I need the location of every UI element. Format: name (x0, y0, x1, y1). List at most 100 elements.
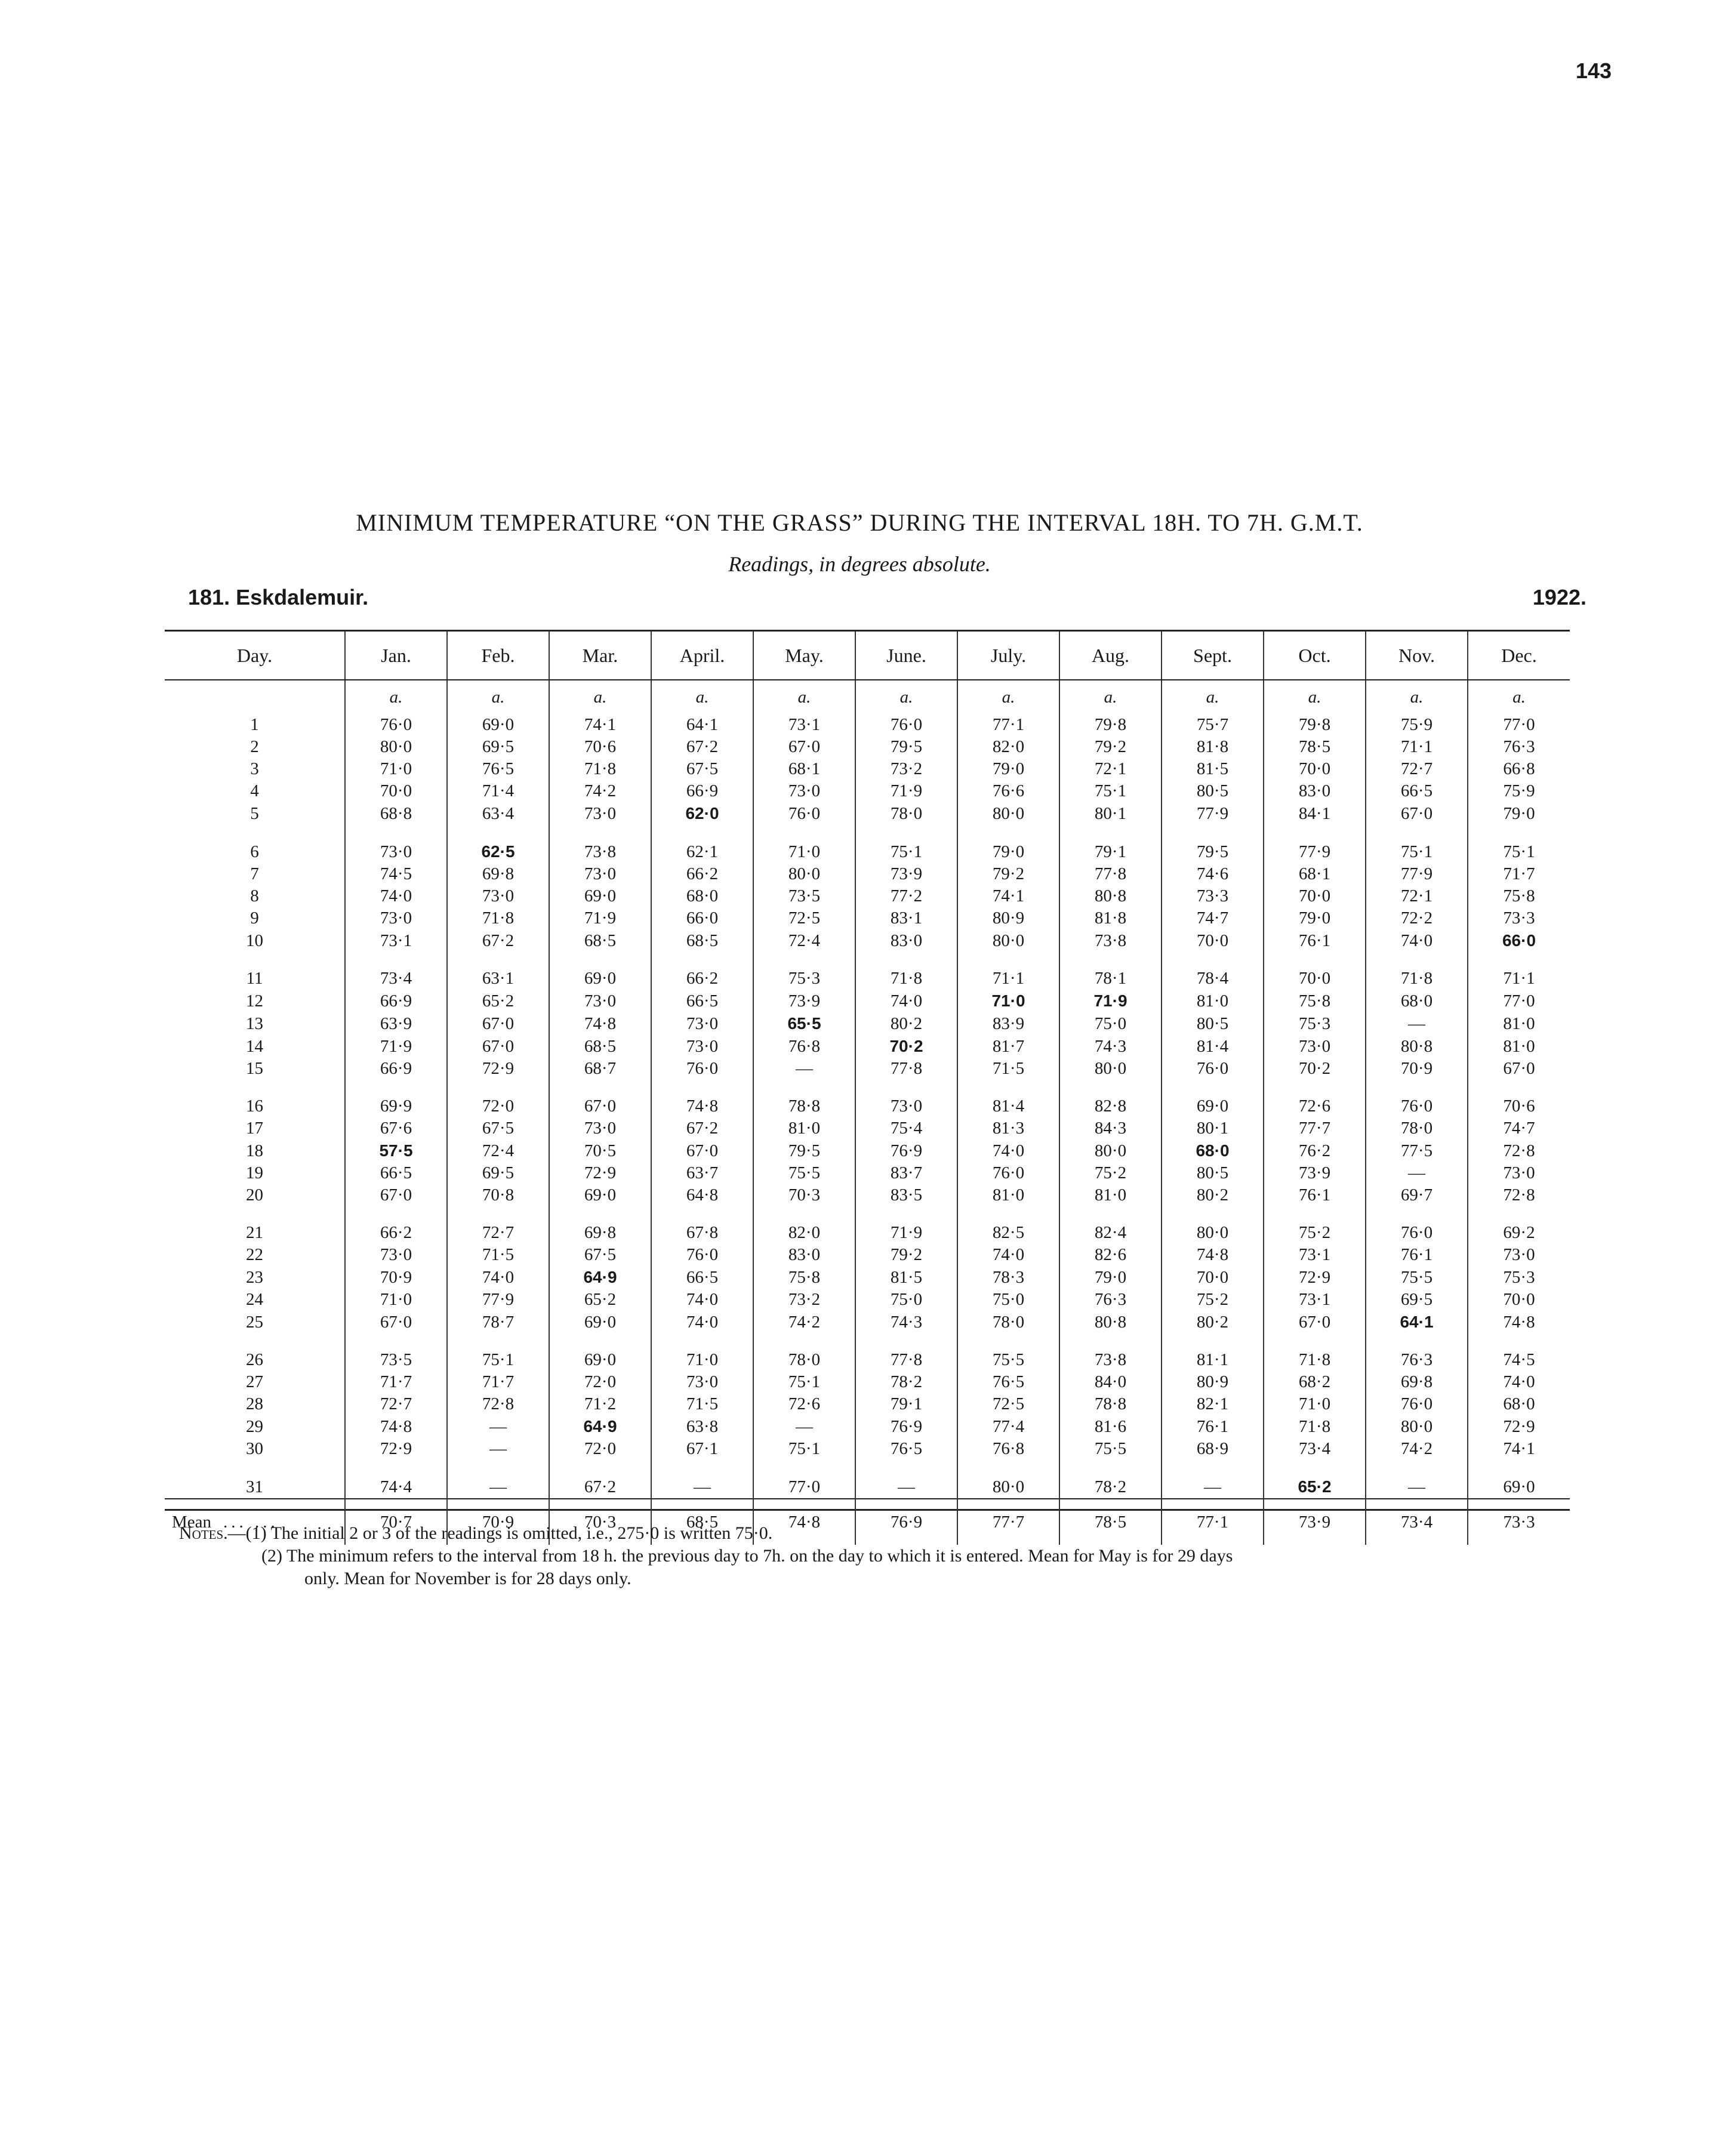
reading-cell: 74·1 (549, 714, 651, 736)
reading-cell: 70·0 (1263, 885, 1366, 907)
reading-cell: 84·1 (1263, 802, 1366, 825)
reading-cell: 66·0 (1467, 929, 1570, 952)
reading-cell: 73·3 (1161, 885, 1264, 907)
spacer-cell (957, 1206, 1059, 1222)
reading-cell: 76·8 (957, 1438, 1059, 1460)
reading-cell: 72·6 (1263, 1095, 1366, 1117)
reading-cell: 80·0 (1365, 1415, 1468, 1438)
reading-cell: 80·0 (344, 736, 447, 758)
reading-cell: 74·2 (549, 780, 651, 802)
reading-cell: 73·8 (549, 840, 651, 863)
spacer-cell (549, 1080, 651, 1095)
reading-cell: 80·9 (1161, 1371, 1264, 1393)
column-header-month: Sept. (1161, 632, 1264, 680)
reading-cell: 64·1 (651, 714, 753, 736)
table-row: 8 74·0 73·0 69·0 68·0 73·5 77·2 74·1 80·8 73·3 70·… (165, 885, 1570, 907)
reading-cell: 75·8 (1467, 885, 1570, 907)
reading-cell: 72·9 (1263, 1266, 1366, 1289)
column-header-month: April. (651, 632, 753, 680)
reading-cell: 70·0 (1263, 968, 1366, 990)
reading-cell: 75·1 (753, 1438, 855, 1460)
spacer-cell (753, 1206, 855, 1222)
reading-cell: 71·0 (957, 990, 1059, 1012)
spacer-cell (1059, 952, 1162, 968)
reading-cell: — (446, 1476, 549, 1499)
reading-cell: 73·1 (753, 714, 855, 736)
column-header-month: Dec. (1467, 632, 1570, 680)
reading-cell: 67·8 (651, 1222, 753, 1244)
table-row: 24 71·0 77·9 65·2 74·0 73·2 75·0 75·0 76·3 75·2 73… (165, 1289, 1570, 1311)
reading-cell: 80·0 (753, 863, 855, 885)
reading-cell: 68·0 (1467, 1393, 1570, 1415)
spacer-cell (1161, 1080, 1264, 1095)
group-spacer-row (165, 1460, 1570, 1476)
table-row: 14 71·9 67·0 68·5 73·0 76·8 70·2 81·7 74·3 81·4 73… (165, 1035, 1570, 1058)
spacer-cell (753, 1460, 855, 1476)
group-spacer-row (165, 825, 1570, 840)
reading-cell: 79·1 (1059, 840, 1162, 863)
reading-cell: 69·0 (1161, 1095, 1264, 1117)
reading-cell: 75·1 (1365, 840, 1468, 863)
reading-cell: 74·5 (344, 863, 447, 885)
reading-cell: 72·9 (1467, 1415, 1570, 1438)
reading-cell: 66·2 (651, 863, 753, 885)
table-row: 30 72·9—72·0 67·1 75·1 76·5 76·8 75·5 68·9 73·4 7… (165, 1438, 1570, 1460)
mean-value: 70·3 (549, 1498, 651, 1545)
reading-cell: 77·0 (1467, 990, 1570, 1012)
reading-cell: 71·7 (344, 1371, 447, 1393)
reading-cell: 79·2 (1059, 736, 1162, 758)
reading-cell: 75·9 (1365, 714, 1468, 736)
reading-cell: 80·5 (1161, 780, 1264, 802)
reading-cell: 73·0 (1467, 1244, 1570, 1266)
reading-cell: 67·2 (651, 736, 753, 758)
reading-cell: 77·7 (1263, 1117, 1366, 1139)
reading-cell: 66·5 (1365, 780, 1468, 802)
reading-cell: 57·5 (344, 1139, 447, 1162)
reading-cell: 76·0 (855, 714, 957, 736)
reading-cell: 77·8 (855, 1349, 957, 1371)
reading-cell: 74·1 (957, 885, 1059, 907)
note-2: (2) The minimum refers to the interval f… (261, 1546, 1233, 1566)
reading-cell: 72·7 (344, 1393, 447, 1415)
table-body: a. a. a. a. a. a. a. a. a. a. a. a. 1 76·0 69·0 74·1 64·… (165, 680, 1570, 1545)
spacer-cell (165, 1460, 345, 1476)
reading-cell: 73·0 (549, 1117, 651, 1139)
day-number: 24 (246, 1290, 263, 1309)
reading-cell: 72·9 (344, 1438, 447, 1460)
reading-cell: 77·9 (1263, 840, 1366, 863)
spacer-cell (855, 1080, 957, 1095)
reading-cell: 74·5 (1467, 1349, 1570, 1371)
reading-cell: 76·1 (1365, 1244, 1468, 1266)
spacer-cell (1161, 1206, 1264, 1222)
reading-cell: 73·4 (344, 968, 447, 990)
spacer-cell (1365, 952, 1468, 968)
column-header-month: Nov. (1365, 632, 1468, 680)
reading-cell: 74·0 (651, 1311, 753, 1333)
note-2-continued: only. Mean for November is for 28 days o… (304, 1569, 631, 1588)
reading-cell: 79·5 (753, 1139, 855, 1162)
reading-cell: 74·0 (855, 990, 957, 1012)
reading-cell: — (1365, 1476, 1468, 1499)
reading-cell: 75·3 (753, 968, 855, 990)
reading-cell: 79·2 (855, 1244, 957, 1266)
reading-cell: 74·8 (549, 1012, 651, 1035)
reading-cell: 69·8 (549, 1222, 651, 1244)
reading-cell: 72·7 (1365, 758, 1468, 780)
spacer-cell (165, 1206, 345, 1222)
spacer-cell (549, 952, 651, 968)
reading-cell: 80·8 (1365, 1035, 1468, 1058)
reading-cell: 78·4 (1161, 968, 1264, 990)
page-number: 143 (1575, 58, 1612, 83)
reading-cell: 66·2 (651, 968, 753, 990)
reading-cell: 69·0 (446, 714, 549, 736)
reading-cell: 82·0 (957, 736, 1059, 758)
reading-cell: 76·0 (651, 1244, 753, 1266)
reading-value-bold: 66·0 (1502, 931, 1536, 950)
reading-cell: 69·5 (1365, 1289, 1468, 1311)
reading-cell: 72·9 (446, 1058, 549, 1080)
reading-value-bold: 71·0 (991, 991, 1025, 1010)
reading-cell: 68·8 (344, 802, 447, 825)
reading-cell: 72·8 (1467, 1184, 1570, 1206)
reading-cell: 69·0 (549, 1311, 651, 1333)
reading-cell: 69·8 (1365, 1371, 1468, 1393)
